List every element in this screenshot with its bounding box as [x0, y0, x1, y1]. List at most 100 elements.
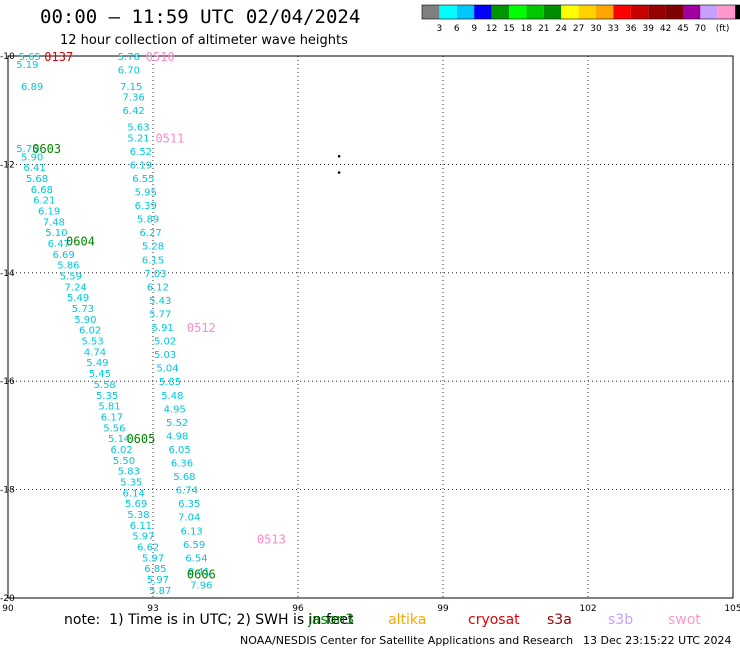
wave-height-label: 5.63	[127, 122, 149, 133]
wave-height-label: 6.74	[176, 486, 198, 497]
wave-height-label: 5.59	[60, 272, 82, 283]
wave-height-label: 6.13	[181, 526, 203, 537]
generated-timestamp: 13 Dec 23:15:22 UTC 2024	[583, 634, 732, 647]
lat-tick-label: -16	[0, 377, 15, 387]
wave-height-label: 6.59	[183, 540, 205, 551]
wave-height-label: 5.50	[113, 456, 135, 467]
wave-height-label: 5.49	[67, 293, 89, 304]
wave-height-label: 5.45	[89, 369, 111, 380]
wave-height-label: 6.52	[130, 147, 152, 158]
wave-height-label: 5.52	[166, 418, 188, 429]
pass-time-label: 0604	[66, 234, 95, 248]
colorbar-swatch	[543, 5, 562, 19]
colorbar-label: 30	[590, 24, 602, 34]
satellite-cryosat: cryosat	[468, 612, 520, 628]
wave-height-label: 5.75	[16, 144, 38, 155]
lon-tick-label: 90	[2, 604, 14, 614]
wave-height-label: 5.97	[132, 532, 154, 543]
wave-height-label: 6.27	[139, 228, 161, 239]
satellite-swot: swot	[668, 612, 701, 628]
colorbar-label: 27	[573, 24, 584, 34]
wave-height-label: 6.02	[110, 445, 132, 456]
lon-tick-label: 102	[579, 604, 596, 614]
wave-height-label: 5.43	[149, 296, 171, 307]
colorbar-label: 45	[677, 24, 688, 34]
colorbar-swatch	[700, 5, 718, 19]
pass-time-label: 0137	[44, 50, 73, 64]
pass-time-label: 0605	[126, 432, 155, 446]
wave-height-label: 6.85	[144, 564, 166, 575]
wave-height-label: 7.36	[123, 93, 145, 104]
wave-height-label: 5.21	[127, 133, 149, 144]
colorbar-label: 24	[555, 24, 567, 34]
wave-height-label: 6.17	[101, 412, 123, 423]
colorbar-label: 42	[660, 24, 671, 34]
wave-height-label: 6.55	[132, 174, 154, 185]
wave-height-label: 6.89	[21, 82, 43, 93]
wave-height-label: 5.78	[118, 52, 140, 63]
satellite-s3a: s3a	[547, 612, 572, 628]
colorbar-frame	[421, 4, 740, 20]
pass-time-label: 0510	[146, 50, 175, 64]
wave-height-label: 5.73	[72, 304, 94, 315]
wave-height-label: 5.87	[149, 586, 171, 597]
wave-height-label: 6.41	[23, 163, 45, 174]
wave-height-label: 5.35	[120, 477, 142, 488]
wave-height-label: 7.96	[190, 580, 212, 591]
wave-height-label: 5.97	[142, 553, 164, 564]
map-frame	[7, 55, 734, 599]
satellite-s3b: s3b	[608, 612, 634, 628]
wave-height-label: 5.65	[19, 52, 41, 63]
wave-height-label: 6.47	[48, 239, 70, 250]
wave-height-label: 5.86	[57, 261, 79, 272]
wave-height-label: 5.69	[125, 499, 147, 510]
wave-height-label: 5.14	[108, 434, 130, 445]
wave-height-label: 5.81	[98, 402, 120, 413]
colorbar-swatch	[491, 5, 509, 19]
wave-height-label: 5.49	[86, 358, 108, 369]
colorbar-swatch	[613, 5, 631, 19]
wave-height-label: 7.04	[178, 513, 200, 524]
wave-height-label: 4.95	[164, 404, 186, 415]
wave-height-label: 6.14	[123, 488, 145, 499]
island-marker	[337, 154, 341, 158]
pass-time-label: 0512	[187, 321, 216, 335]
colorbar-swatch	[456, 5, 475, 19]
wave-height-label: 5.02	[154, 337, 176, 348]
colorbar-label: 9	[471, 24, 477, 34]
pass-time-label: 0513	[257, 532, 286, 546]
wave-height-label: 5.35	[96, 391, 118, 402]
wave-height-label: 5.90	[74, 315, 96, 326]
pass-time-label: 0603	[32, 142, 61, 156]
wave-height-label: 5.58	[94, 380, 116, 391]
colorbar-swatch	[578, 5, 596, 19]
pass-time-label: 0606	[187, 568, 216, 582]
colorbar-label: 21	[538, 24, 549, 34]
colorbar-swatch	[648, 5, 666, 19]
wave-height-label: 5.68	[173, 472, 195, 483]
wave-height-label: 6.39	[135, 201, 157, 212]
colorbar-swatch	[422, 5, 440, 19]
wave-height-label: 5.48	[161, 391, 183, 402]
colorbar-swatch	[526, 5, 544, 19]
wave-height-label: 6.02	[79, 326, 101, 337]
wave-height-label: 6.70	[118, 66, 140, 77]
satellite-jason3: jason3	[308, 612, 355, 628]
island-marker	[337, 171, 341, 174]
colorbar-swatch	[683, 5, 701, 19]
colorbar-swatch	[630, 5, 649, 19]
wave-height-label: 6.21	[33, 196, 55, 207]
wave-height-label: 7.15	[120, 82, 142, 93]
wave-height-label: 5.83	[118, 467, 140, 478]
lat-tick-label: -12	[0, 160, 15, 170]
wave-height-label: 6.36	[171, 459, 193, 470]
wave-height-label: 5.85	[159, 377, 181, 388]
wave-height-label: 6.19	[38, 206, 60, 217]
wave-height-label: 5.28	[142, 242, 164, 253]
colorbar-swatch	[439, 5, 457, 19]
wave-height-label: 6.62	[137, 543, 159, 554]
colorbar-unit: (ft)	[716, 24, 730, 34]
wave-height-label: 5.90	[21, 152, 43, 163]
wave-height-label: 5.95	[135, 188, 157, 199]
